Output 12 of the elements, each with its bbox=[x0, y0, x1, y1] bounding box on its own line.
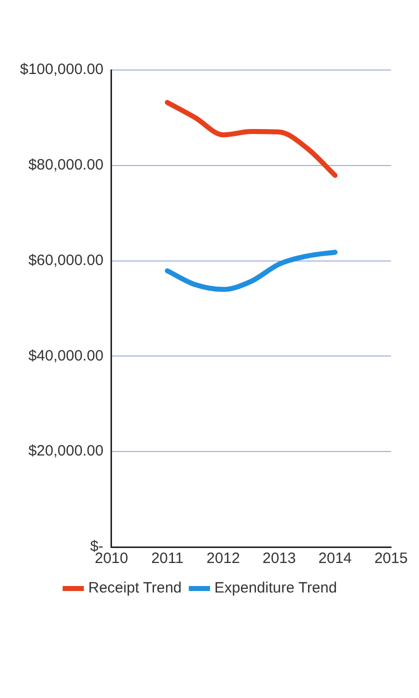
x-tick-label: 2011 bbox=[151, 550, 184, 568]
y-tick-label: $40,000.00 bbox=[28, 347, 104, 364]
x-tick-label: 2013 bbox=[262, 550, 296, 568]
y-tick-label: $100,000.00 bbox=[20, 61, 104, 78]
x-tick-label: 2012 bbox=[206, 550, 240, 568]
x-tick-label: 2014 bbox=[318, 550, 352, 568]
x-tick-label: 2015 bbox=[374, 550, 408, 568]
y-tick-label: $60,000.00 bbox=[28, 252, 104, 269]
y-tick-label: $20,000.00 bbox=[28, 442, 104, 460]
legend-label: Receipt Trend bbox=[88, 580, 182, 597]
y-tick-label: $80,000.00 bbox=[28, 156, 104, 174]
legend-label: Expenditure Trend bbox=[214, 580, 337, 597]
